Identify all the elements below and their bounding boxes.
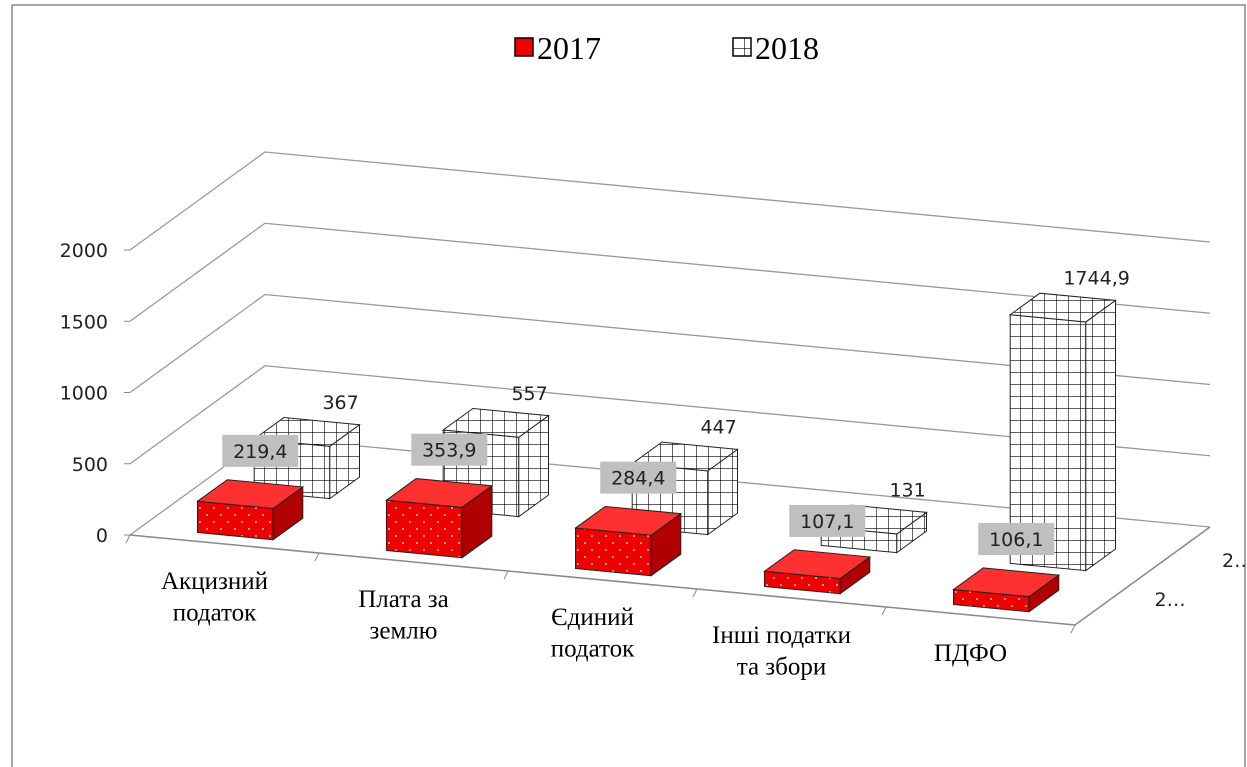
legend-label: 2017	[537, 30, 601, 66]
grid-line	[129, 222, 1211, 322]
legend-label: 2018	[755, 30, 819, 66]
legend-swatch	[732, 37, 752, 57]
grid-line	[129, 293, 1211, 394]
x-tick-label: Плата за землю	[358, 586, 449, 644]
x-tick	[503, 570, 509, 580]
frame	[11, 4, 1246, 767]
x-tick	[881, 606, 887, 616]
bar-top	[574, 505, 683, 536]
bar-top	[196, 479, 305, 510]
bar	[196, 479, 305, 541]
value-label-box	[222, 434, 299, 467]
grid-line	[129, 365, 1211, 465]
y-tick-label: 500	[72, 454, 108, 476]
grid-line	[129, 151, 1211, 251]
depth-label: 2…	[1155, 589, 1186, 611]
value-label-box	[411, 433, 488, 466]
x-tick-label: Єдиний податок	[551, 604, 635, 662]
value-label-box	[978, 523, 1055, 556]
x-tick	[1070, 624, 1076, 634]
bar-front	[386, 499, 463, 559]
bar-top	[763, 549, 872, 580]
legend-swatch	[514, 37, 534, 57]
bar-top	[952, 567, 1061, 598]
value-label-box	[600, 461, 677, 494]
x-tick-label: ПДФО	[934, 640, 1007, 667]
value-label: 1744,9	[1063, 268, 1129, 290]
x-tick-label: Інші податки та збори	[712, 622, 851, 680]
y-tick-label: 2000	[60, 240, 108, 262]
value-label: 131	[889, 480, 925, 502]
value-label: 106,1	[989, 529, 1043, 551]
bar	[763, 549, 872, 595]
bar-front	[575, 527, 652, 577]
value-label: 367	[322, 392, 358, 414]
x-tick-label: Акцизний податок	[161, 568, 268, 626]
bar	[1008, 292, 1117, 572]
value-label: 557	[511, 383, 547, 405]
bar	[574, 505, 683, 577]
bar-top	[441, 407, 550, 438]
value-label: 353,9	[422, 440, 476, 462]
value-label: 447	[700, 417, 736, 439]
value-label: 219,4	[233, 441, 287, 463]
depth-label: 2…	[1222, 550, 1247, 572]
bar	[952, 567, 1061, 613]
value-label: 284,4	[611, 468, 665, 490]
bar-top	[385, 478, 494, 508]
y-tick-label: 0	[96, 525, 108, 547]
y-tick-label: 1500	[60, 311, 108, 333]
value-label-box	[789, 504, 866, 537]
y-tick-label: 1000	[60, 383, 108, 405]
bar-side	[1085, 299, 1116, 572]
x-tick	[125, 534, 131, 544]
x-tick	[314, 552, 320, 562]
x-tick	[692, 588, 698, 598]
value-label: 107,1	[800, 511, 854, 533]
bar	[385, 478, 494, 559]
bar-top	[1008, 292, 1117, 323]
